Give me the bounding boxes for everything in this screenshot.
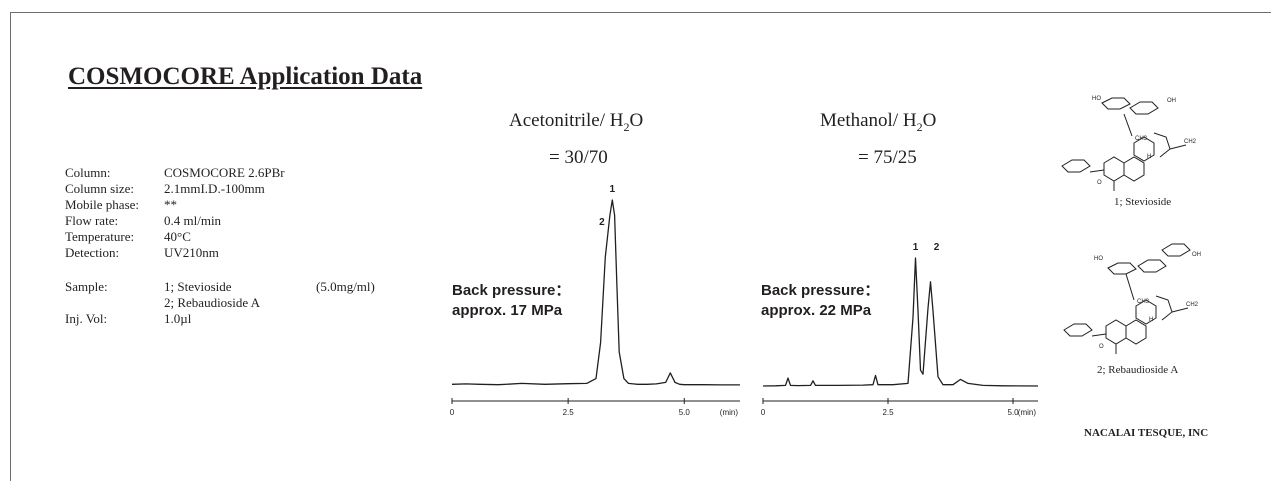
chromatogram-trace bbox=[451, 199, 740, 386]
company-name: NACALAI TESQUE, INC bbox=[1084, 427, 1209, 439]
chart-1-solvent-suffix: O bbox=[629, 110, 644, 131]
x-tick-label: 0 bbox=[450, 408, 455, 417]
chart-1-back-pressure-label: Back pressure： bbox=[452, 282, 571, 299]
peak-label-2: 2 bbox=[934, 242, 940, 253]
rebaudioside-ring-a bbox=[1105, 319, 1127, 345]
stevioside-atom-label-o: O bbox=[1097, 180, 1102, 186]
rebaudioside-links bbox=[1091, 273, 1189, 354]
stevioside-sugar-2 bbox=[1129, 101, 1159, 115]
sample-item-rebaudioside: 2; Rebaudioside A bbox=[164, 295, 261, 310]
condition-value-flow-rate: 0.4 ml/min bbox=[164, 213, 222, 228]
injection-value: 1.0µl bbox=[164, 311, 192, 326]
condition-value-mobile-phase: ** bbox=[164, 197, 177, 212]
x-axis-unit: (min) bbox=[1018, 408, 1037, 417]
frame-top-rule bbox=[10, 12, 1271, 13]
stevioside-ring-a bbox=[1103, 156, 1125, 182]
chart-1-solvent-subscript: 2 bbox=[623, 119, 630, 134]
rebaudioside-sugar-3 bbox=[1161, 243, 1191, 257]
sample-item-stevioside: 1; Stevioside bbox=[164, 279, 232, 294]
condition-value-detection: UV210nm bbox=[164, 245, 219, 260]
chart-1-back-pressure-value: approx. 17 MPa bbox=[452, 302, 563, 319]
stevioside-ring-b bbox=[1123, 156, 1145, 182]
x-tick-label: 5.0 bbox=[679, 408, 691, 417]
stevioside-atom-label-ch3: CH3 bbox=[1135, 136, 1148, 142]
chart-1-solvent-prefix: Acetonitrile/ H bbox=[509, 110, 624, 131]
stevioside-ring-d bbox=[1153, 132, 1171, 158]
rebaudioside-ring-b bbox=[1125, 319, 1147, 345]
rebaudioside-glucose bbox=[1063, 323, 1093, 337]
chart-2-back-pressure: Back pressure： approx. 22 MPa bbox=[761, 281, 879, 321]
chromatogram-trace bbox=[762, 257, 1039, 387]
rebaudioside-caption: 2; Rebaudioside A bbox=[1097, 364, 1179, 376]
condition-value-temperature: 40°C bbox=[164, 229, 191, 244]
peak-label-1: 1 bbox=[609, 184, 615, 195]
stevioside-atom-label-oh: OH bbox=[1167, 98, 1176, 104]
condition-label-column-size: Column size: bbox=[65, 181, 134, 196]
chart-2-ratio: = 75/25 bbox=[858, 147, 917, 168]
stevioside-links bbox=[1089, 113, 1187, 191]
chromatogram-methanol: 0 2.5 5.0 (min) 1 2 bbox=[761, 242, 1039, 417]
chromatogram-acetonitrile: 0 2.5 5.0 (min) 1 2 bbox=[450, 184, 740, 417]
chart-2-solvent-suffix: O bbox=[922, 110, 937, 131]
chart-1-back-pressure: Back pressure： approx. 17 MPa bbox=[452, 281, 570, 321]
stevioside-atom-label-ch2: CH2 bbox=[1184, 139, 1197, 145]
stevioside-atom-label-ho: HO bbox=[1092, 96, 1101, 102]
peak-label-1: 1 bbox=[913, 242, 919, 253]
rebaudioside-atom-label-ch3: CH3 bbox=[1137, 299, 1150, 305]
chart-2-solvent-prefix: Methanol/ H bbox=[820, 110, 917, 131]
stevioside-ring-c bbox=[1133, 136, 1155, 162]
chart-2-solvent-subscript: 2 bbox=[916, 119, 923, 134]
rebaudioside-ring-d bbox=[1155, 295, 1173, 321]
chart-2-back-pressure-value: approx. 22 MPa bbox=[761, 302, 872, 319]
x-axis-unit: (min) bbox=[720, 408, 739, 417]
condition-label-column: Column: bbox=[65, 165, 111, 180]
chart-2-solvent: Methanol/ H2O bbox=[820, 110, 936, 135]
chart-1-ratio: = 30/70 bbox=[549, 147, 608, 168]
condition-label-temperature: Temperature: bbox=[65, 229, 135, 244]
frame-left-rule bbox=[10, 12, 11, 481]
chart-1-solvent: Acetonitrile/ H2O bbox=[509, 110, 643, 135]
rebaudioside-atom-label-h: H bbox=[1149, 317, 1153, 323]
x-tick-label: 2.5 bbox=[563, 408, 575, 417]
rebaudioside-sugar-2 bbox=[1137, 259, 1167, 273]
stevioside-atom-label-h: H bbox=[1147, 154, 1151, 160]
rebaudioside-ring-c bbox=[1135, 299, 1157, 325]
condition-label-flow-rate: Flow rate: bbox=[65, 213, 119, 228]
stevioside-glucose bbox=[1061, 159, 1091, 173]
x-tick-label: 5.0 bbox=[1007, 408, 1019, 417]
condition-value-column-size: 2.1mmI.D.-100mm bbox=[164, 181, 265, 196]
rebaudioside-sugar-1 bbox=[1107, 262, 1137, 275]
injection-label: Inj. Vol: bbox=[65, 311, 108, 326]
condition-label-detection: Detection: bbox=[65, 245, 120, 260]
rebaudioside-atom-label-ho: HO bbox=[1094, 256, 1103, 262]
sample-label: Sample: bbox=[65, 279, 108, 294]
x-tick-label: 2.5 bbox=[882, 408, 894, 417]
rebaudioside-atom-label-o: O bbox=[1099, 344, 1104, 350]
rebaudioside-atom-label-ch2: CH2 bbox=[1186, 302, 1199, 308]
stevioside-sugar-1 bbox=[1101, 97, 1131, 110]
sample-concentration: (5.0mg/ml) bbox=[316, 279, 375, 294]
condition-value-column: COSMOCORE 2.6PBr bbox=[164, 165, 285, 180]
stevioside-caption: 1; Stevioside bbox=[1114, 196, 1172, 208]
page-title: COSMOCORE Application Data bbox=[68, 63, 423, 90]
rebaudioside-atom-label-oh: OH bbox=[1192, 252, 1201, 258]
x-tick-label: 0 bbox=[761, 408, 766, 417]
chemical-structures: HO OH CH3 CH2 H O HO OH CH3 CH2 H O bbox=[1061, 96, 1201, 354]
peak-label-2: 2 bbox=[599, 217, 605, 228]
condition-label-mobile-phase: Mobile phase: bbox=[65, 197, 140, 212]
chart-2-back-pressure-label: Back pressure： bbox=[761, 282, 880, 299]
